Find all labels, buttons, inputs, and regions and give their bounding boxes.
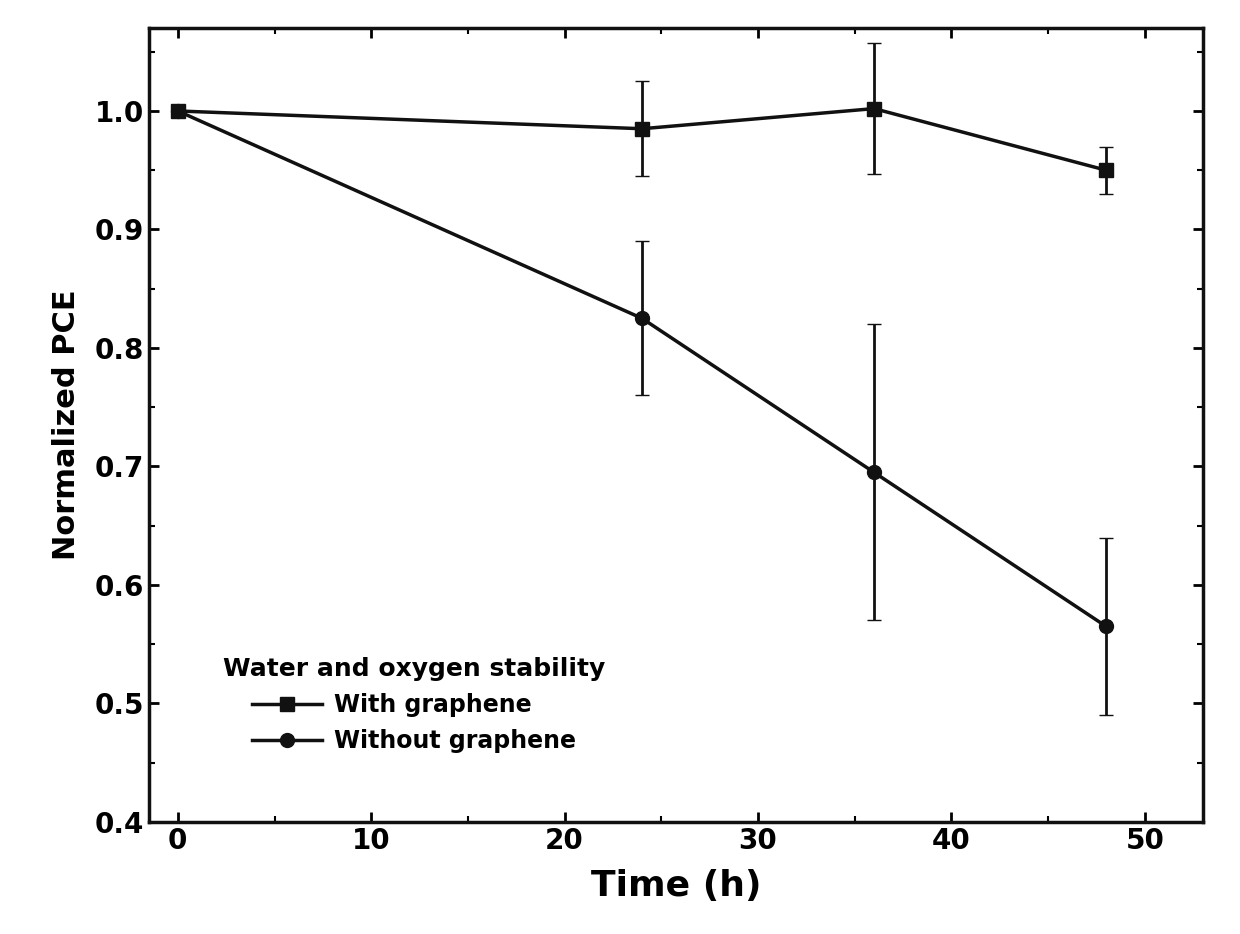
Y-axis label: Normalized PCE: Normalized PCE — [52, 290, 81, 560]
Legend: With graphene, Without graphene: With graphene, Without graphene — [213, 648, 615, 762]
X-axis label: Time (h): Time (h) — [590, 869, 761, 902]
